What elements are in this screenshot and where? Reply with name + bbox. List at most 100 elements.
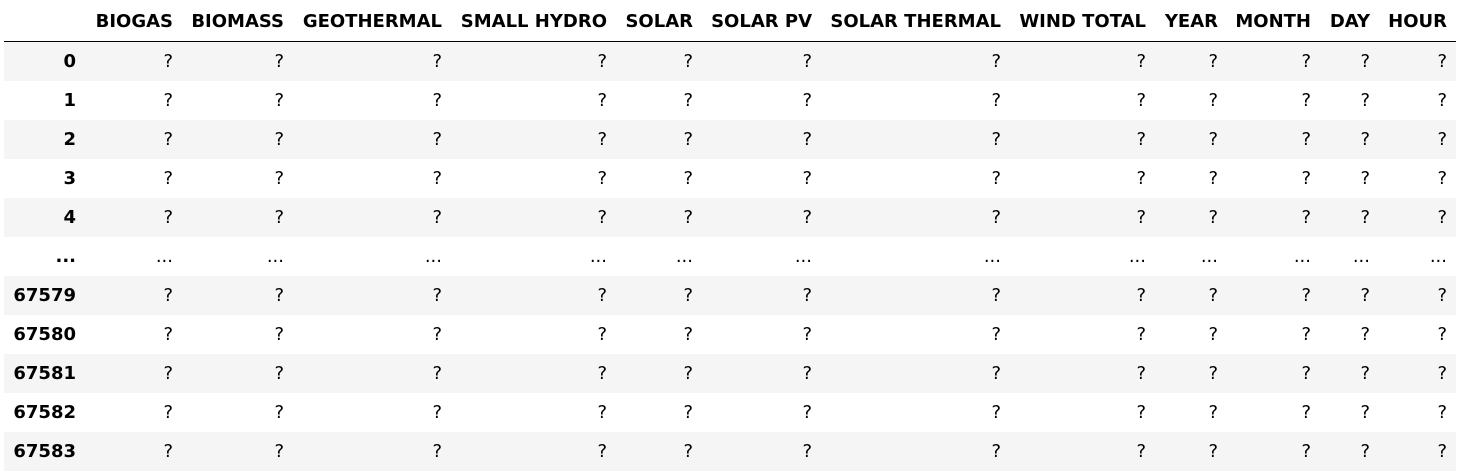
row-index: 2 xyxy=(63,129,76,150)
table-cell: ? xyxy=(1301,207,1311,228)
table-cell: ? xyxy=(1208,324,1218,345)
table-cell: ... xyxy=(1200,246,1218,267)
table-cell: ? xyxy=(991,402,1001,423)
table-cell: ? xyxy=(163,324,173,345)
table-cell: ? xyxy=(1360,285,1370,306)
row-index: 4 xyxy=(63,207,76,228)
table-cell: ? xyxy=(432,90,442,111)
table-cell: ? xyxy=(1301,363,1311,384)
table-cell: ? xyxy=(1360,441,1370,462)
table-cell: ... xyxy=(155,246,173,267)
table-cell: ... xyxy=(589,246,607,267)
table-cell: ? xyxy=(1360,324,1370,345)
table-cell: ? xyxy=(1437,363,1447,384)
table-cell: ? xyxy=(802,441,812,462)
table-cell: ? xyxy=(432,207,442,228)
table-cell: ? xyxy=(163,441,173,462)
table-cell: ? xyxy=(1136,363,1146,384)
table-cell: ? xyxy=(274,402,284,423)
table-cell: ? xyxy=(1360,90,1370,111)
table-cell: ? xyxy=(683,168,693,189)
column-header-wind-total: WIND TOTAL xyxy=(1010,2,1155,42)
table-cell: ? xyxy=(802,129,812,150)
table-cell: ? xyxy=(683,51,693,72)
column-header-biogas: BIOGAS xyxy=(85,2,182,42)
table-cell: ? xyxy=(432,402,442,423)
table-cell: ? xyxy=(683,324,693,345)
table-cell: ? xyxy=(597,324,607,345)
table-cell: ? xyxy=(1136,441,1146,462)
table-cell: ? xyxy=(597,363,607,384)
table-cell: ? xyxy=(274,363,284,384)
table-cell: ? xyxy=(683,285,693,306)
table-cell: ? xyxy=(683,363,693,384)
table-cell: ? xyxy=(683,129,693,150)
table-cell: ... xyxy=(675,246,693,267)
table-cell: ? xyxy=(597,129,607,150)
table-cell: ... xyxy=(794,246,812,267)
table-row: 1???????????? xyxy=(4,81,1456,120)
table-row: ....................................... xyxy=(4,237,1456,276)
table-cell: ? xyxy=(1301,402,1311,423)
table-cell: ? xyxy=(991,51,1001,72)
table-cell: ... xyxy=(1293,246,1311,267)
row-index: 67582 xyxy=(13,402,76,423)
table-cell: ? xyxy=(1360,402,1370,423)
table-cell: ? xyxy=(1136,129,1146,150)
row-index: 67581 xyxy=(13,363,76,384)
header-row: BIOGAS BIOMASS GEOTHERMAL SMALL HYDRO SO… xyxy=(4,2,1456,42)
table-cell: ? xyxy=(991,324,1001,345)
table-cell: ? xyxy=(1301,51,1311,72)
table-cell: ? xyxy=(432,324,442,345)
table-cell: ? xyxy=(802,402,812,423)
table-cell: ? xyxy=(683,441,693,462)
table-cell: ? xyxy=(1437,285,1447,306)
table-cell: ? xyxy=(1437,402,1447,423)
table-cell: ? xyxy=(1208,285,1218,306)
table-cell: ? xyxy=(163,51,173,72)
column-header-solar-pv: SOLAR PV xyxy=(702,2,821,42)
table-body: 0???????????? 1???????????? 2???????????? 3… xyxy=(4,41,1456,471)
table-cell: ? xyxy=(991,363,1001,384)
table-cell: ? xyxy=(1136,285,1146,306)
table-cell: ? xyxy=(1437,51,1447,72)
table-cell: ? xyxy=(597,51,607,72)
table-cell: ? xyxy=(1136,402,1146,423)
table-cell: ? xyxy=(163,363,173,384)
column-header-biomass: BIOMASS xyxy=(182,2,293,42)
column-header-day: DAY xyxy=(1320,2,1379,42)
table-cell: ? xyxy=(683,402,693,423)
row-index: ... xyxy=(55,246,76,267)
table-cell: ? xyxy=(163,90,173,111)
table-cell: ? xyxy=(1360,207,1370,228)
table-cell: ? xyxy=(802,90,812,111)
table-cell: ? xyxy=(802,363,812,384)
table-cell: ? xyxy=(991,129,1001,150)
table-cell: ? xyxy=(274,90,284,111)
table-cell: ? xyxy=(1437,129,1447,150)
column-header-hour: HOUR xyxy=(1379,2,1456,42)
table-cell: ... xyxy=(424,246,442,267)
table-cell: ? xyxy=(1208,51,1218,72)
table-cell: ? xyxy=(1208,129,1218,150)
column-header-year: YEAR xyxy=(1155,2,1227,42)
column-header-month: MONTH xyxy=(1227,2,1320,42)
table-cell: ? xyxy=(802,324,812,345)
table-cell: ? xyxy=(1208,207,1218,228)
table-cell: ? xyxy=(1301,441,1311,462)
table-cell: ? xyxy=(1208,402,1218,423)
table-cell: ? xyxy=(274,441,284,462)
table-cell: ? xyxy=(1136,90,1146,111)
table-cell: ? xyxy=(1360,129,1370,150)
table-cell: ... xyxy=(1128,246,1146,267)
table-row: 67579???????????? xyxy=(4,276,1456,315)
dataframe-output: BIOGAS BIOMASS GEOTHERMAL SMALL HYDRO SO… xyxy=(4,2,1456,471)
table-cell: ? xyxy=(1136,324,1146,345)
table-cell: ? xyxy=(432,168,442,189)
table-cell: ? xyxy=(991,441,1001,462)
row-index: 67580 xyxy=(13,324,76,345)
row-index: 0 xyxy=(63,51,76,72)
table-cell: ? xyxy=(1208,90,1218,111)
column-header-solar-thermal: SOLAR THERMAL xyxy=(821,2,1010,42)
index-header xyxy=(4,2,85,42)
